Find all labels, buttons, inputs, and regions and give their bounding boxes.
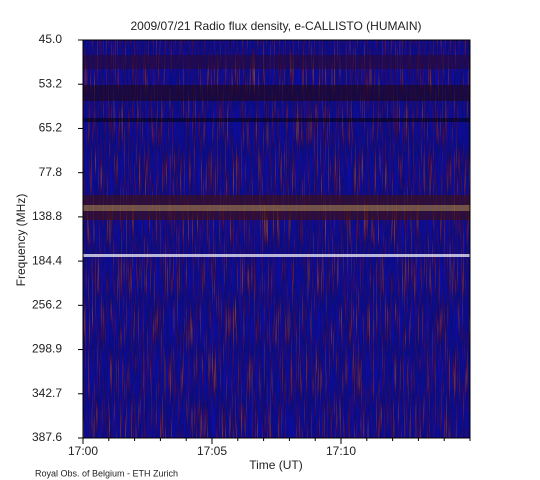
band [83,254,470,257]
y-tick-label: 77.8 [39,165,63,179]
y-tick-label: 387.6 [32,430,62,444]
x-tick-label: 17:10 [326,444,356,458]
y-tick-label: 256.2 [32,298,62,312]
band [83,205,470,211]
x-tick-label: 17:00 [68,444,98,458]
chart-title: 2009/07/21 Radio flux density, e-CALLIST… [130,19,421,33]
x-axis-label: Time (UT) [249,458,303,472]
y-tick-label: 65.2 [39,121,63,135]
y-tick-label: 45.0 [39,32,63,46]
y-axis-label: Frequency (MHz) [14,194,28,287]
y-tick-label: 184.4 [32,253,62,267]
y-tick-label: 53.2 [39,76,63,90]
band [83,118,470,122]
y-tick-label: 138.8 [32,209,62,223]
spectrogram-texture [83,40,470,438]
x-tick-label: 17:05 [197,444,227,458]
plot-frame [82,39,471,439]
band [83,85,470,101]
band [83,55,470,69]
y-tick-label: 298.9 [32,342,62,356]
spectrogram [82,39,471,439]
credit: Royal Obs. of Belgium - ETH Zurich [35,468,178,478]
y-tick-label: 342.7 [32,386,62,400]
band [83,195,470,220]
